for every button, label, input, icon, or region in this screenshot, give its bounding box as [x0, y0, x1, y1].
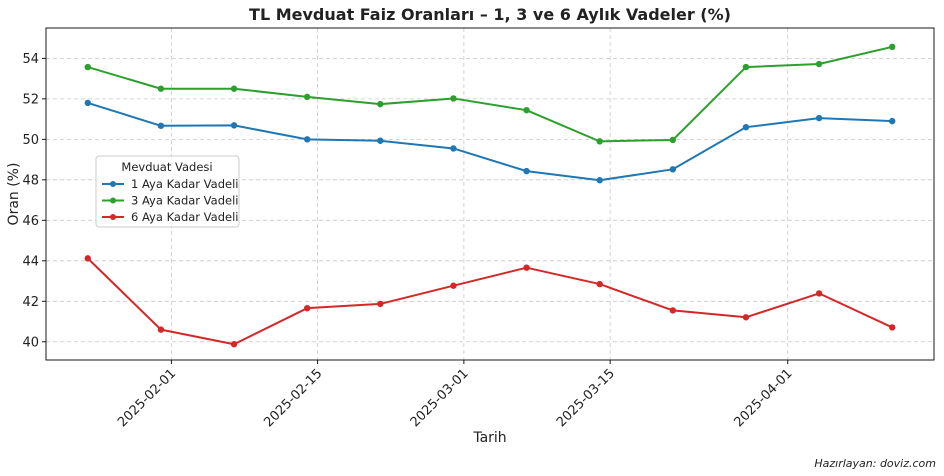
data-point: [889, 117, 896, 125]
legend-marker: [110, 197, 116, 204]
data-point: [303, 136, 311, 143]
x-axis-label: Tarih: [472, 430, 506, 446]
y-axis: 40 42 44 46 48 50 52 54: [22, 52, 46, 350]
y-tick-label: 42: [22, 295, 39, 310]
series-line-2: [87, 45, 893, 143]
legend-title: Mevduat Vadesi: [121, 160, 212, 174]
data-point: [377, 300, 384, 308]
legend-label: 6 Aya Kadar Vadeli: [131, 210, 238, 224]
series-group: [84, 43, 896, 348]
legend-label: 3 Aya Kadar Vadeli: [131, 194, 238, 208]
plot-area: [45, 27, 935, 361]
series-line-3: [87, 257, 893, 346]
data-point: [815, 114, 823, 122]
y-axis-label: Oran (%): [6, 163, 22, 226]
y-tick-label: 50: [22, 133, 39, 148]
data-point: [84, 255, 91, 262]
data-point: [450, 145, 457, 152]
data-point: [157, 326, 165, 333]
data-point: [450, 282, 457, 289]
legend: Mevduat Vadesi 1 Aya Kadar Vadeli 3 Aya K…: [95, 155, 240, 228]
legend-items: 1 Aya Kadar Vadeli 3 Aya Kadar Vadeli 6 Ay…: [102, 177, 238, 224]
legend-label: 1 Aya Kadar Vadeli: [131, 177, 238, 191]
legend-marker: [110, 181, 116, 187]
data-point: [157, 122, 165, 129]
data-point: [523, 264, 530, 271]
data-point: [669, 307, 677, 314]
data-point: [523, 106, 530, 114]
x-tick-label: 2025-03-01: [408, 366, 472, 430]
data-point: [377, 137, 384, 144]
data-point: [596, 177, 603, 184]
data-point: [230, 85, 238, 92]
data-point: [450, 95, 457, 102]
legend-box: [95, 155, 240, 228]
data-point: [230, 122, 238, 129]
y-tick-label: 48: [22, 173, 39, 188]
chart-title: TL Mevduat Faiz Oranları – 1, 3 ve 6 Ayl…: [249, 5, 731, 24]
y-tick-label: 54: [22, 52, 39, 67]
legend-marker: [110, 214, 116, 220]
y-tick-label: 52: [22, 92, 39, 107]
data-point: [742, 314, 750, 321]
data-point: [742, 63, 750, 71]
data-point: [84, 99, 91, 107]
data-point: [889, 324, 896, 331]
data-point: [669, 166, 677, 173]
x-tick-label: 2025-03-15: [554, 366, 618, 430]
data-point: [157, 85, 165, 92]
x-tick-label: 2025-02-15: [261, 366, 325, 430]
x-tick-label: 2025-04-01: [732, 366, 796, 430]
data-point: [815, 290, 823, 297]
data-point: [303, 304, 311, 312]
data-point: [815, 60, 823, 68]
data-point: [596, 138, 603, 145]
data-point: [84, 63, 91, 71]
data-point: [303, 93, 311, 101]
x-tick-label: 2025-02-01: [115, 366, 179, 430]
data-point: [889, 43, 896, 51]
data-point: [230, 341, 238, 348]
data-point: [669, 136, 677, 144]
data-point: [596, 280, 603, 288]
credit-text: Hazırlayan: doviz.com: [814, 457, 936, 470]
x-axis: 2025-02-01 2025-02-15 2025-03-01 2025-03-15…: [115, 360, 796, 430]
data-point: [742, 123, 750, 131]
data-point: [523, 167, 530, 175]
y-tick-label: 46: [22, 214, 39, 229]
series-line-1: [87, 101, 893, 182]
y-tick-label: 44: [22, 254, 39, 269]
y-tick-label: 40: [22, 335, 39, 350]
data-point: [377, 100, 384, 108]
